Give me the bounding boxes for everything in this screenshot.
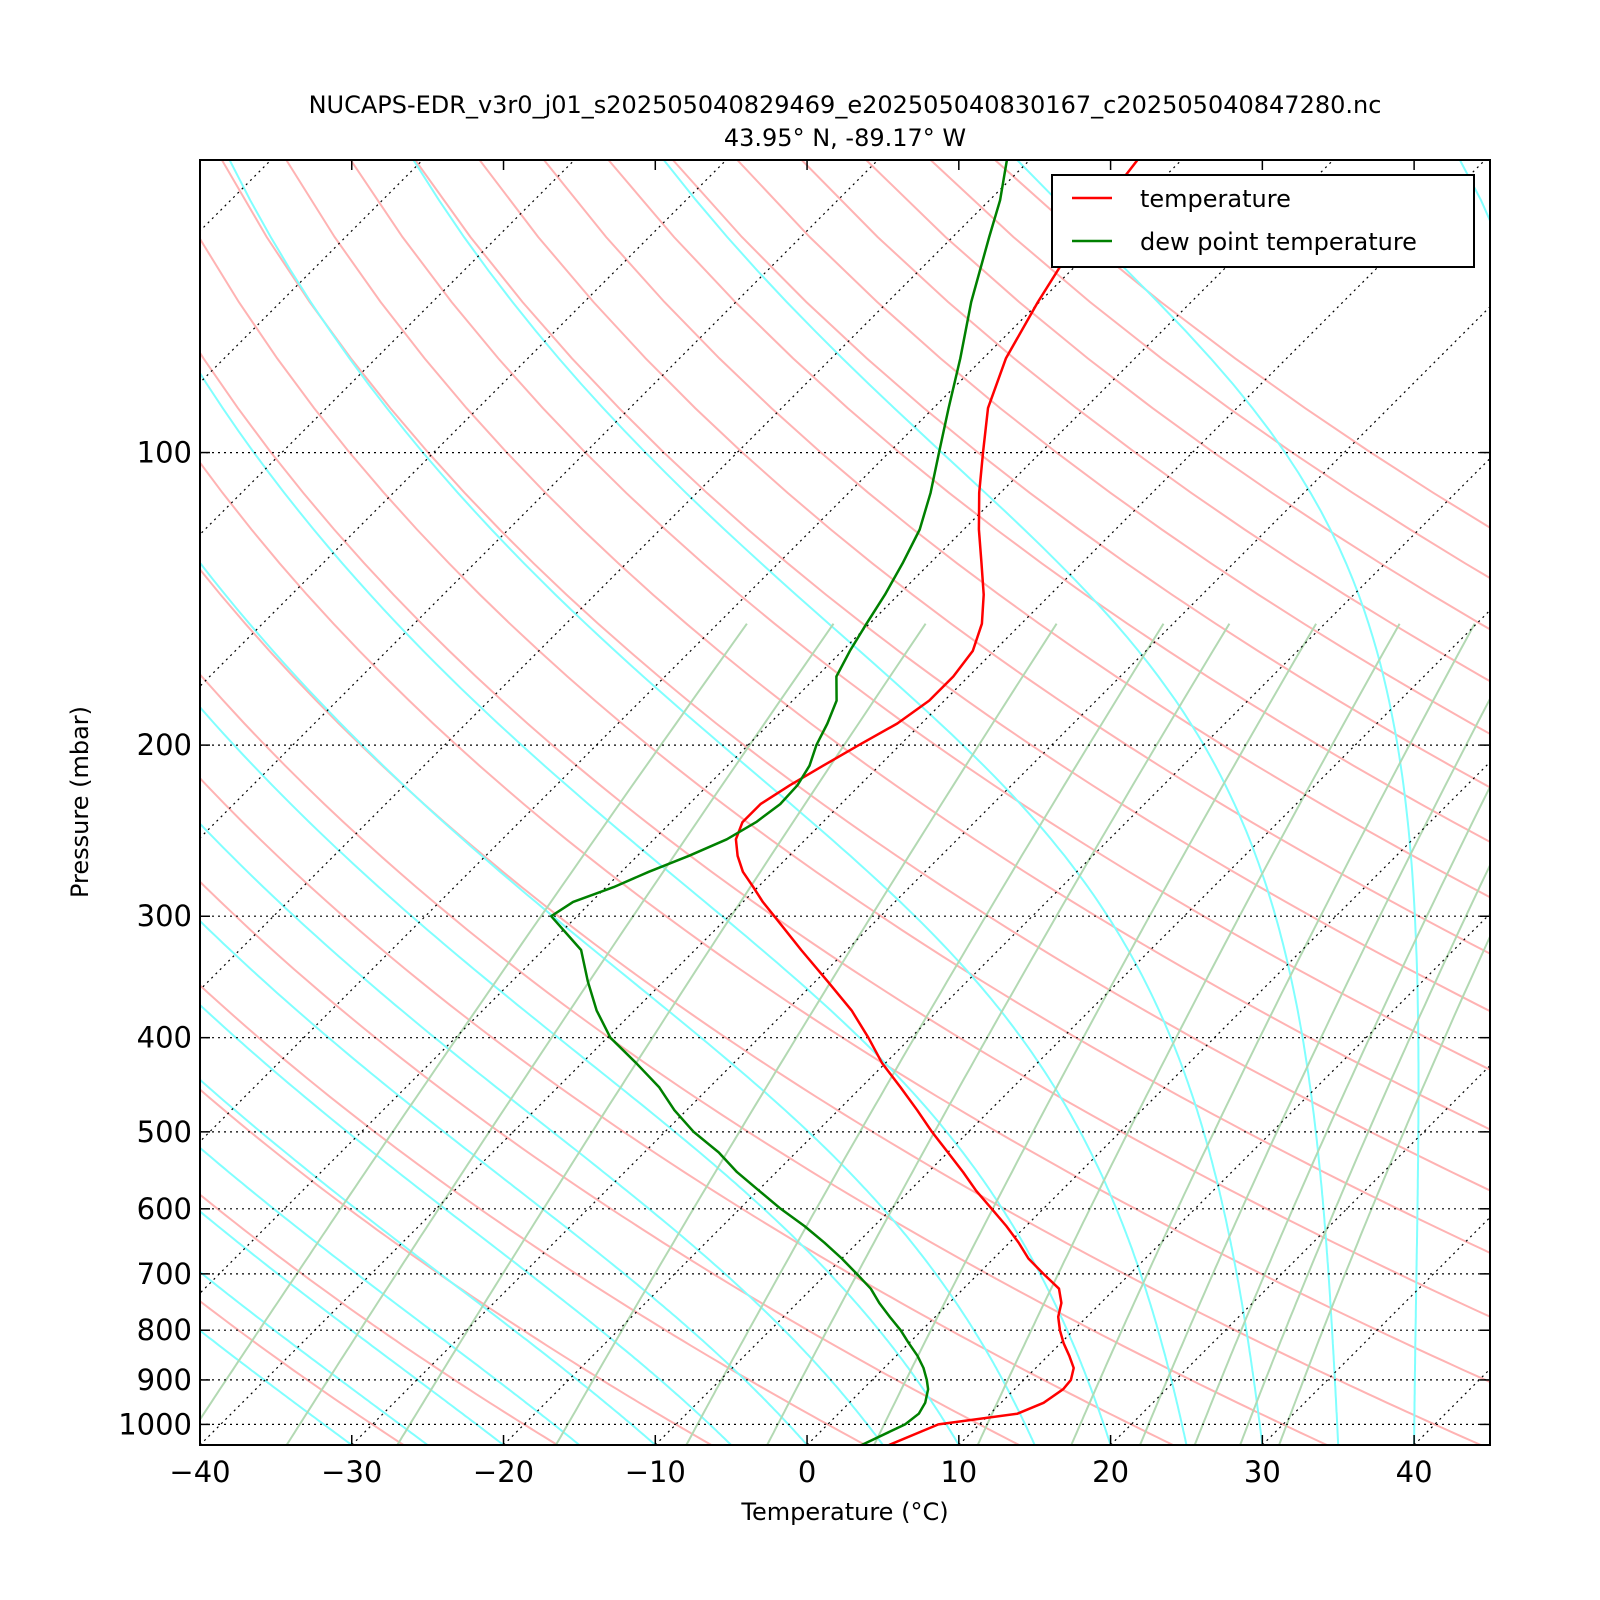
dry-adiabat-line bbox=[221, 160, 1490, 1192]
moist-adiabat-line bbox=[228, 160, 1188, 1445]
dry-adiabat-line bbox=[478, 160, 1490, 955]
x-tick-label: 40 bbox=[1396, 1455, 1433, 1489]
dry-adiabat-line bbox=[607, 160, 1490, 844]
legend-label-dewpoint: dew point temperature bbox=[1140, 228, 1417, 256]
grid-lines bbox=[0, 160, 1600, 1445]
isotherm-gridline bbox=[1566, 160, 1600, 1445]
moist-adiabat-line bbox=[200, 1210, 505, 1445]
x-tick-label: −40 bbox=[169, 1455, 230, 1489]
plot-area bbox=[200, 160, 1490, 1445]
x-tick-label: 0 bbox=[798, 1455, 816, 1489]
moist-adiabat-line bbox=[200, 1270, 429, 1445]
isotherm-gridline bbox=[0, 160, 119, 1445]
moist-adiabat-line bbox=[1016, 160, 1420, 1445]
moist-adiabat-line bbox=[200, 919, 808, 1445]
x-axis-ticks: −40 −30 −20 −10 0 10 20 30 40 bbox=[169, 160, 1433, 1489]
moist-adiabat-line bbox=[200, 561, 1036, 1445]
dry-adiabat-line bbox=[414, 160, 1490, 1013]
x-tick-label: 30 bbox=[1244, 1455, 1281, 1489]
background-lines bbox=[200, 160, 1490, 1445]
x-axis-label: Temperature (°C) bbox=[740, 1498, 948, 1526]
y-tick-label: 1000 bbox=[118, 1407, 192, 1441]
dry-adiabat-line bbox=[349, 160, 1490, 1071]
chart-subtitle: 43.95° N, -89.17° W bbox=[724, 124, 966, 152]
dry-adiabat-line bbox=[200, 880, 1020, 1445]
moist-adiabat-line bbox=[200, 371, 1112, 1445]
dry-adiabat-line bbox=[543, 160, 1490, 899]
temperature-line bbox=[734, 160, 1139, 1445]
dry-adiabat-line bbox=[200, 672, 1328, 1445]
y-tick-label: 900 bbox=[137, 1363, 192, 1397]
y-axis-label: Pressure (mbar) bbox=[66, 706, 94, 898]
x-tick-label: −30 bbox=[321, 1455, 382, 1489]
mixing-ratio-line bbox=[1070, 623, 1476, 1445]
x-tick-label: −10 bbox=[625, 1455, 686, 1489]
legend-box bbox=[1051, 174, 1475, 268]
plot-frame bbox=[199, 159, 1491, 1446]
mixing-ratio-line bbox=[685, 623, 1165, 1445]
chart-title: NUCAPS-EDR_v3r0_j01_s202505040829469_e20… bbox=[309, 91, 1382, 119]
y-axis-ticks: 100 200 300 400 500 600 700 800 900 1000 bbox=[118, 436, 1490, 1441]
moist-adiabat-line bbox=[200, 1146, 581, 1445]
y-tick-label: 500 bbox=[137, 1115, 192, 1149]
moist-adiabat-line bbox=[663, 160, 1340, 1445]
legend-label-temperature: temperature bbox=[1140, 185, 1291, 213]
series-group bbox=[549, 160, 1139, 1445]
y-tick-label: 300 bbox=[137, 899, 192, 933]
y-tick-label: 600 bbox=[137, 1192, 192, 1226]
moist-adiabat-line bbox=[200, 705, 960, 1445]
dry-adiabat-line bbox=[285, 160, 1490, 1131]
moist-adiabat-line bbox=[412, 160, 1264, 1445]
moist-adiabat-line bbox=[200, 1329, 353, 1445]
mixing-ratio-line bbox=[200, 623, 748, 1422]
moist-adiabat-line bbox=[200, 822, 884, 1445]
x-tick-label: 20 bbox=[1092, 1455, 1129, 1489]
moist-adiabat-line bbox=[200, 1078, 656, 1445]
dry-adiabat-line bbox=[200, 237, 1490, 1254]
moist-adiabat-line bbox=[200, 1003, 732, 1445]
y-tick-label: 800 bbox=[137, 1313, 192, 1347]
dewpoint-line bbox=[549, 160, 1009, 1445]
dry-adiabat-line bbox=[200, 1088, 712, 1445]
legend: temperature dew point temperature bbox=[1051, 174, 1475, 268]
y-tick-label: 100 bbox=[137, 436, 192, 470]
x-tick-label: 10 bbox=[940, 1455, 977, 1489]
y-tick-label: 400 bbox=[137, 1021, 192, 1055]
y-tick-label: 200 bbox=[137, 728, 192, 762]
y-tick-label: 700 bbox=[137, 1257, 192, 1291]
dry-adiabat-line bbox=[672, 160, 1490, 789]
dry-adiabat-line bbox=[200, 1299, 405, 1445]
x-tick-label: −20 bbox=[473, 1455, 534, 1489]
dry-adiabat-line bbox=[200, 460, 1490, 1384]
